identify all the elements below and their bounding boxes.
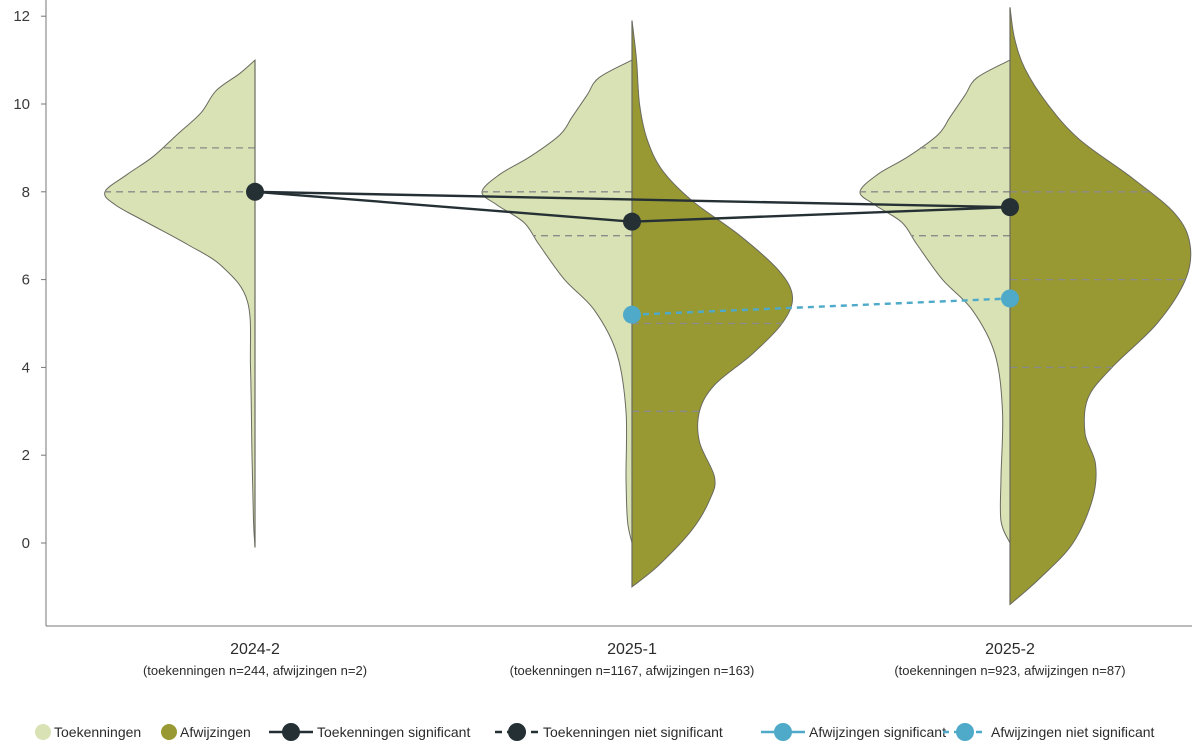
legend-label: Afwijzingen [180, 724, 251, 740]
x-category-label: 2024-2 [230, 641, 280, 658]
mean-point-dark-solid-2025-2 [1001, 198, 1019, 217]
trend-lines [254, 190, 1011, 316]
legend-marker-swatch [774, 723, 792, 741]
legend-item-blue-solid: Afwijzingen significant [761, 723, 946, 741]
trend-line-dark-solid [254, 190, 633, 223]
legend-label: Toekenningen [54, 724, 141, 740]
legend-marker-swatch [508, 723, 526, 741]
mean-points [246, 182, 1019, 324]
x-category-label: 2025-2 [985, 641, 1035, 658]
y-tick-label: 0 [22, 535, 30, 552]
violin-afwijzingen-2025-1 [631, 20, 794, 588]
mean-point-blue-dashed-2025-2 [1001, 289, 1019, 308]
x-category-sublabel: (toekenningen n=244, afwijzingen n=2) [143, 663, 367, 678]
violins [104, 7, 1192, 606]
legend-item-fill-toe: Toekenningen [35, 724, 141, 740]
legend-marker-swatch [956, 723, 974, 741]
x-axis-labels: 2024-2 (toekenningen n=244, afwijzingen n… [143, 641, 1126, 678]
legend-item-dark-solid: Toekenningen significant [269, 723, 470, 741]
violin-toekenningen-2025-2 [859, 59, 1011, 544]
y-tick-label: 10 [13, 96, 30, 113]
legend: Toekenningen Afwijzingen Toekenningen sign… [35, 723, 1155, 741]
legend-label: Afwijzingen significant [809, 724, 946, 740]
trend-line-dark-solid [254, 190, 1011, 209]
legend-label: Afwijzingen niet significant [991, 724, 1155, 740]
violin-toekenningen-2024-2 [104, 58, 256, 548]
violin-afwijzingen-2025-2 [1009, 7, 1192, 606]
y-tick-label: 12 [13, 8, 30, 25]
trend-line-blue-dashed [631, 297, 1011, 316]
legend-item-blue-dashed: Afwijzingen niet significant [943, 723, 1155, 741]
y-tick-label: 8 [22, 184, 30, 201]
trend-line-dark-solid [631, 205, 1011, 223]
legend-item-fill-afw: Afwijzingen [161, 724, 251, 740]
y-tick-label: 6 [22, 272, 30, 289]
legend-swatch [35, 724, 51, 740]
x-category-sublabel: (toekenningen n=1167, afwijzingen n=163) [510, 663, 755, 678]
legend-label: Toekenningen significant [317, 724, 470, 740]
axes: 0 2 4 6 8 10 12 [13, 0, 1192, 627]
legend-swatch [161, 724, 177, 740]
x-category-sublabel: (toekenningen n=923, afwijzingen n=87) [894, 663, 1125, 678]
y-tick-label: 4 [22, 359, 30, 376]
legend-label: Toekenningen niet significant [543, 724, 723, 740]
legend-item-dark-dashed: Toekenningen niet significant [495, 723, 723, 741]
mean-point-dark-solid-2024-2 [246, 182, 264, 201]
mean-point-dark-solid-2025-1 [623, 212, 641, 231]
legend-marker-swatch [282, 723, 300, 741]
mean-point-blue-dashed-2025-1 [623, 305, 641, 324]
y-tick-label: 2 [22, 447, 30, 464]
violin-toekenningen-2025-1 [481, 59, 633, 544]
x-category-label: 2025-1 [607, 641, 657, 658]
